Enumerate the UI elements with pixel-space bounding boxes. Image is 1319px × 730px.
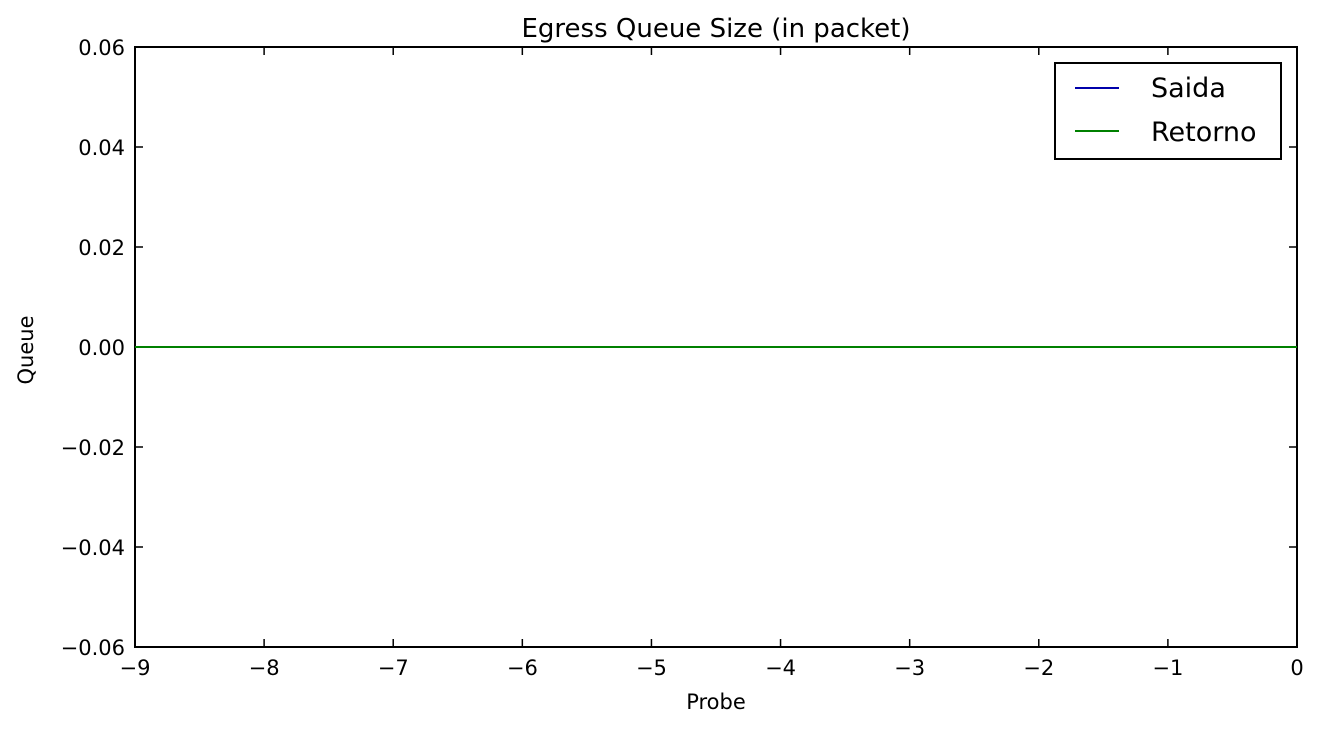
y-tick-label: −0.04 <box>61 536 125 560</box>
x-tick-label: −1 <box>1152 656 1183 680</box>
x-tick-label: −9 <box>120 656 151 680</box>
x-tick-label: −7 <box>378 656 409 680</box>
x-tick-label: −8 <box>249 656 280 680</box>
x-tick-label: −5 <box>636 656 667 680</box>
y-tick-label: 0.02 <box>78 236 125 260</box>
y-tick-label: 0.04 <box>78 136 125 160</box>
legend-entry-saida: Saida <box>1151 73 1226 104</box>
x-tick-label: −6 <box>507 656 538 680</box>
x-axis-label: Probe <box>686 690 746 714</box>
y-tick-label: 0.06 <box>78 36 125 60</box>
x-tick-label: 0 <box>1290 656 1303 680</box>
y-axis-label: Queue <box>14 316 38 385</box>
y-axis: 0.06 0.04 0.02 0.00 −0.02 −0.04 −0.06 <box>61 36 1297 660</box>
y-tick-label: −0.02 <box>61 436 125 460</box>
x-tick-label: −2 <box>1023 656 1054 680</box>
x-tick-label: −3 <box>894 656 925 680</box>
x-axis: −9 −8 −7 −6 −5 −4 −3 −2 −1 0 <box>120 47 1304 680</box>
x-tick-label: −4 <box>765 656 796 680</box>
legend: Saida Retorno <box>1054 62 1282 160</box>
chart-title: Egress Queue Size (in packet) <box>521 14 910 44</box>
y-tick-label: 0.00 <box>78 336 125 360</box>
legend-box <box>1054 62 1282 160</box>
legend-entry-retorno: Retorno <box>1151 117 1257 148</box>
y-tick-label: −0.06 <box>61 636 125 660</box>
